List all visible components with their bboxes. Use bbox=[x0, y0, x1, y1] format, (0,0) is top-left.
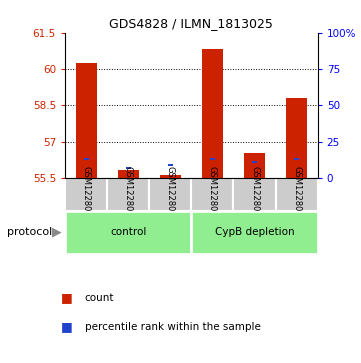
Bar bbox=[83, 158, 88, 160]
Bar bbox=[294, 158, 299, 160]
Bar bbox=[191, 178, 234, 211]
Text: ■: ■ bbox=[61, 320, 73, 333]
Bar bbox=[202, 49, 223, 178]
Bar bbox=[244, 154, 265, 178]
Text: ▶: ▶ bbox=[52, 226, 62, 239]
Bar bbox=[168, 164, 173, 166]
Text: percentile rank within the sample: percentile rank within the sample bbox=[85, 322, 261, 332]
Bar bbox=[65, 211, 191, 254]
Text: protocol: protocol bbox=[7, 227, 52, 237]
Bar bbox=[126, 167, 131, 169]
Bar bbox=[234, 178, 275, 211]
Text: GSM1228050: GSM1228050 bbox=[250, 166, 259, 222]
Text: GSM1228049: GSM1228049 bbox=[208, 166, 217, 222]
Bar bbox=[286, 98, 307, 178]
Bar bbox=[252, 161, 257, 163]
Bar bbox=[210, 158, 215, 160]
Bar bbox=[107, 178, 149, 211]
Title: GDS4828 / ILMN_1813025: GDS4828 / ILMN_1813025 bbox=[109, 17, 273, 30]
Bar bbox=[160, 175, 181, 178]
Text: CypB depletion: CypB depletion bbox=[215, 227, 294, 237]
Text: control: control bbox=[110, 227, 146, 237]
Bar bbox=[275, 178, 318, 211]
Bar bbox=[75, 63, 96, 178]
Text: GSM1228047: GSM1228047 bbox=[124, 166, 132, 223]
Text: count: count bbox=[85, 293, 114, 303]
Bar bbox=[149, 178, 191, 211]
Text: ■: ■ bbox=[61, 291, 73, 304]
Bar bbox=[118, 170, 139, 178]
Text: GSM1228048: GSM1228048 bbox=[166, 166, 175, 223]
Text: GSM1228046: GSM1228046 bbox=[82, 166, 91, 223]
Bar bbox=[65, 178, 107, 211]
Bar bbox=[191, 211, 318, 254]
Text: GSM1228051: GSM1228051 bbox=[292, 166, 301, 222]
